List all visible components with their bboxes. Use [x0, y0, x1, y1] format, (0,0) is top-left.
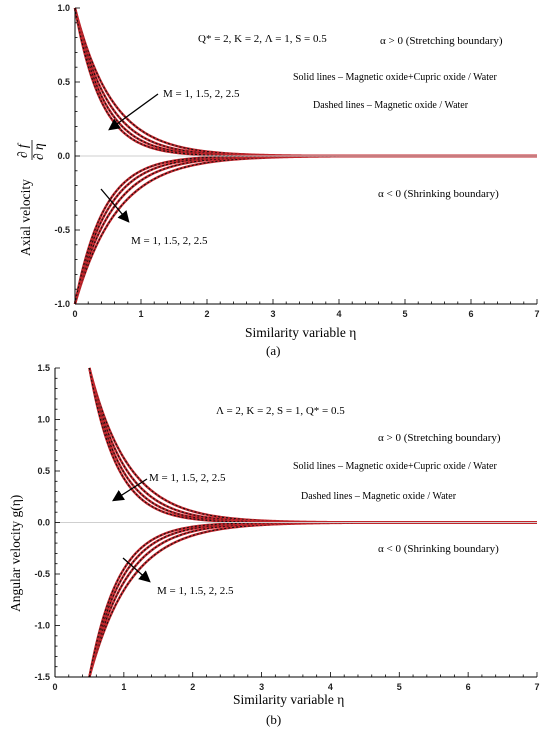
x-tick-label: 0	[72, 309, 77, 319]
panel-b-arrow-lower	[122, 557, 151, 583]
panel-b-arrow-label-lower: M = 1, 1.5, 2, 2.5	[157, 585, 234, 597]
panel-a-arrow-lower	[100, 188, 130, 223]
y-tick-label: 1.0	[37, 415, 50, 425]
x-tick-label: 6	[468, 309, 473, 319]
x-tick-label: 3	[259, 682, 264, 692]
panel-b-stretching-label: α > 0 (Stretching boundary)	[378, 432, 501, 444]
y-tick-label: -1.5	[34, 672, 50, 682]
panel-a-ylabel-denominator: ∂ η	[31, 143, 46, 160]
panel-a-dashed-legend: Dashed lines – Magnetic oxide / Water	[313, 100, 469, 111]
y-tick-label: 0.0	[57, 151, 70, 161]
x-tick-label: 4	[336, 309, 341, 319]
y-tick-label: -0.5	[34, 569, 50, 579]
panel-a-ylabel-numerator: ∂ f	[15, 142, 30, 158]
panel-b: 0 1 2 3 4 5 6 7 1.5 1.0 0.5 0.0 -0.5 -1.0 -1.5 Λ = 2, …	[8, 363, 540, 727]
panel-a-solid-legend: Solid lines – Magnetic oxide+Cupric oxid…	[293, 72, 497, 83]
panel-a-axes: 0 1 2 3 4 5 6 7 1.0 0.5 0.0 -0.5 -1.0	[54, 3, 539, 319]
panel-a-parameters: Q* = 2, K = 2, Λ = 1, S = 0.5	[198, 33, 327, 45]
x-tick-label: 1	[138, 309, 143, 319]
x-tick-label: 5	[397, 682, 402, 692]
panel-a-shrinking-solid-curve-M1.5	[73, 154, 537, 305]
panel-a: 0 1 2 3 4 5 6 7 1.0 0.5 0.0 -0.5 -1.0 Q* = 2, K = 2,…	[15, 3, 540, 358]
x-tick-label: 3	[270, 309, 275, 319]
panel-a-arrow-label-upper: M = 1, 1.5, 2, 2.5	[163, 88, 240, 100]
panel-b-x-axis-label: Similarity variable η	[233, 692, 344, 707]
x-tick-label: 7	[534, 682, 539, 692]
y-tick-label: 1.5	[37, 363, 50, 373]
panel-b-y-axis-label: Angular velocity g(η)	[8, 495, 23, 612]
panel-b-dashed-legend: Dashed lines – Magnetic oxide / Water	[301, 491, 457, 502]
x-tick-label: 1	[121, 682, 126, 692]
x-tick-label: 5	[402, 309, 407, 319]
panel-a-shrinking-label: α < 0 (Shrinking boundary)	[378, 188, 499, 200]
x-tick-label: 7	[534, 309, 539, 319]
panel-a-arrow-label-lower: M = 1, 1.5, 2, 2.5	[131, 235, 208, 247]
panel-b-parameters: Λ = 2, K = 2, S = 1, Q* = 0.5	[216, 405, 345, 417]
panel-a-y-axis-label: Axial velocity ∂ f ∂ η	[15, 140, 46, 256]
panel-b-arrow-upper	[112, 478, 148, 502]
panel-a-arrow-upper	[108, 93, 159, 131]
x-tick-label: 4	[328, 682, 333, 692]
y-tick-label: -1.0	[54, 299, 70, 309]
y-tick-label: 0.5	[57, 77, 70, 87]
x-tick-label: 2	[204, 309, 209, 319]
panel-a-stretching-label: α > 0 (Stretching boundary)	[380, 35, 503, 47]
panel-b-shrinking-label: α < 0 (Shrinking boundary)	[378, 543, 499, 555]
y-tick-label: 0.0	[37, 518, 50, 528]
y-tick-label: -1.0	[34, 621, 50, 631]
x-tick-label: 2	[190, 682, 195, 692]
x-tick-label: 0	[52, 682, 57, 692]
panel-b-label: (b)	[266, 712, 281, 727]
x-tick-label: 6	[466, 682, 471, 692]
panel-b-solid-legend: Solid lines – Magnetic oxide+Cupric oxid…	[293, 461, 497, 472]
panel-b-axes: 0 1 2 3 4 5 6 7 1.5 1.0 0.5 0.0 -0.5 -1.0 -1.5	[34, 363, 539, 692]
panel-a-label: (a)	[266, 343, 280, 358]
panel-a-x-axis-label: Similarity variable η	[245, 325, 356, 340]
panel-b-shrinking-dashed-curve-M2.5	[88, 521, 537, 678]
y-tick-label: -0.5	[54, 225, 70, 235]
panel-a-ylabel-text: Axial velocity	[18, 179, 33, 256]
y-tick-label: 0.5	[37, 466, 50, 476]
panel-b-arrow-label-upper: M = 1, 1.5, 2, 2.5	[149, 472, 226, 484]
y-tick-label: 1.0	[57, 3, 70, 13]
